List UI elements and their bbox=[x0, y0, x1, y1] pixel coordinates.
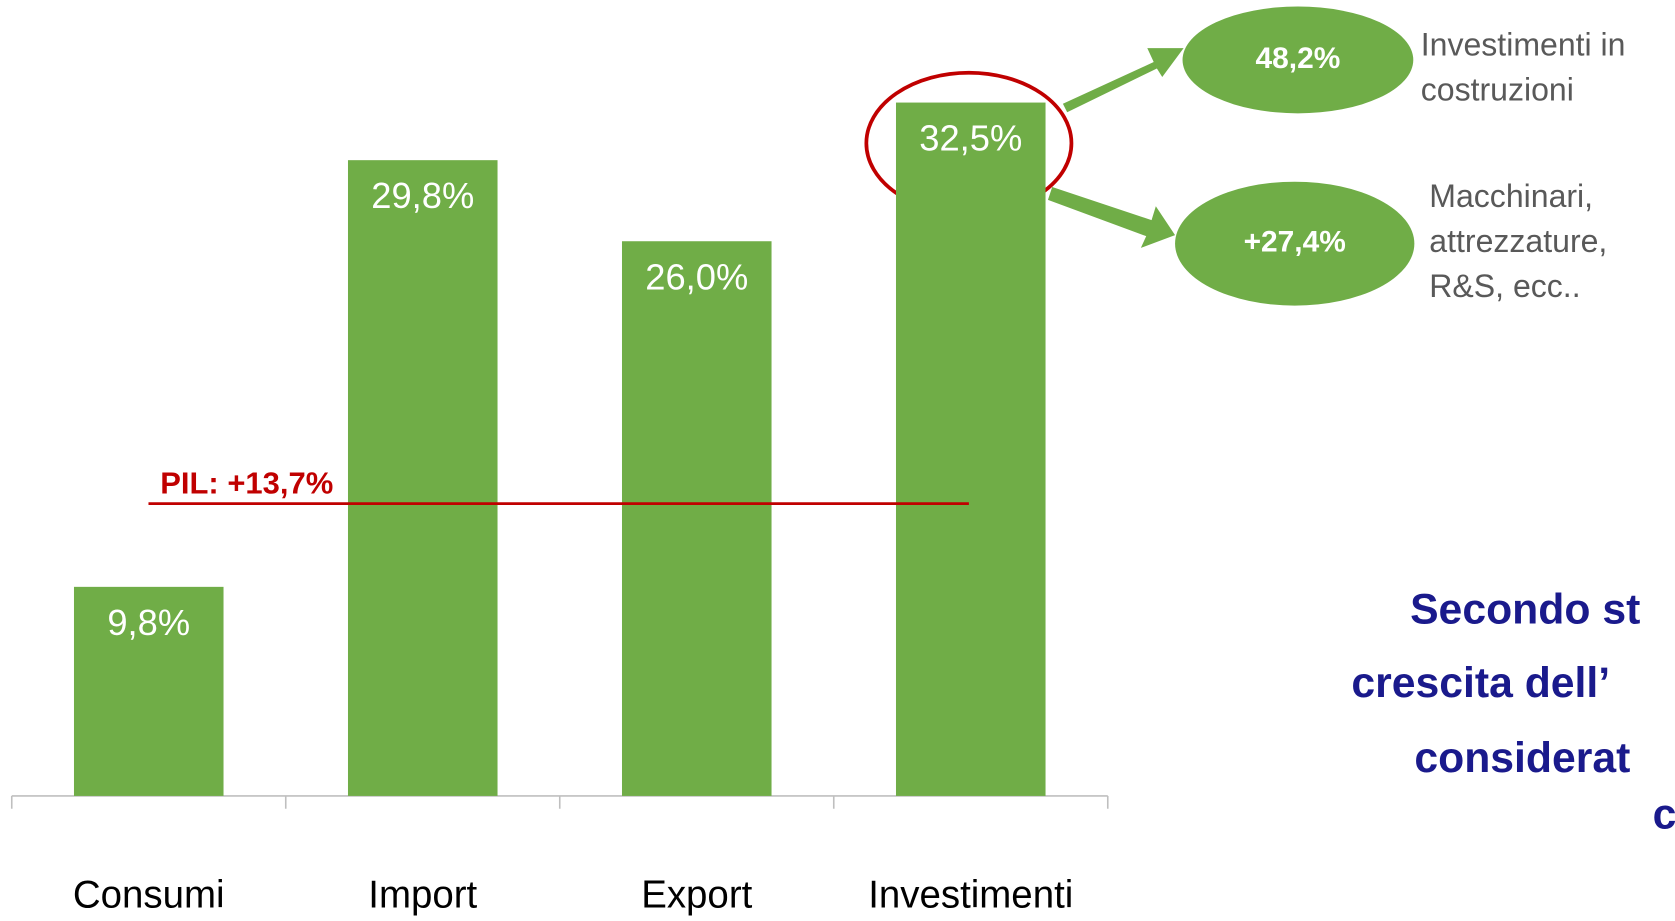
reference-label: PIL: +13,7% bbox=[160, 466, 333, 501]
side-text: c bbox=[1653, 791, 1675, 839]
side-text: considerat bbox=[1414, 734, 1630, 782]
x-tick-label: Investimenti bbox=[868, 874, 1073, 917]
data-label: 32,5% bbox=[919, 118, 1022, 159]
callout-text: R&S, ecc.. bbox=[1429, 268, 1580, 304]
bar bbox=[347, 160, 498, 796]
callout-text: Investimenti in bbox=[1421, 27, 1626, 63]
callout-text: Macchinari, bbox=[1429, 178, 1593, 214]
data-label: 9,8% bbox=[107, 602, 190, 643]
x-tick-label: Import bbox=[368, 874, 477, 917]
data-label: 26,0% bbox=[645, 256, 748, 297]
callout-bubble bbox=[1182, 6, 1414, 114]
side-text: Secondo st bbox=[1410, 585, 1640, 633]
x-tick-label: Export bbox=[641, 874, 752, 917]
arrow bbox=[1047, 187, 1176, 248]
x-tick-label: Consumi bbox=[73, 874, 225, 917]
callout-value: +27,4% bbox=[1244, 226, 1346, 259]
side-text: crescita dell’ bbox=[1351, 659, 1610, 707]
callout-value: 48,2% bbox=[1256, 42, 1341, 75]
data-label: 29,8% bbox=[371, 175, 474, 216]
bar bbox=[73, 586, 224, 796]
callout-text: attrezzature, bbox=[1429, 223, 1607, 259]
callout-text: costruzioni bbox=[1421, 71, 1574, 107]
arrow bbox=[1062, 48, 1184, 113]
bar bbox=[895, 102, 1046, 796]
bar bbox=[621, 241, 772, 796]
callout-bubble bbox=[1175, 181, 1415, 306]
